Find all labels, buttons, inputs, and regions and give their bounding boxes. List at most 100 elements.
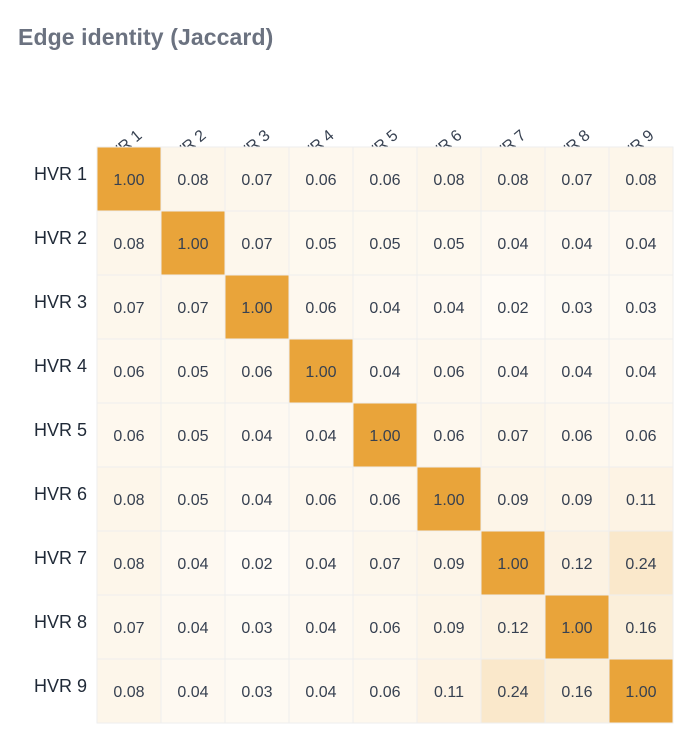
heatmap-cell <box>352 402 418 468</box>
cell-value-label: 0.04 <box>305 684 336 701</box>
heatmap-cell <box>416 594 482 660</box>
cell-value-label: 0.05 <box>177 364 208 381</box>
cell-value-label: 0.16 <box>561 684 592 701</box>
heatmap-cell <box>96 274 162 340</box>
cell-value-label: 1.00 <box>305 364 336 381</box>
heatmap-cell <box>224 402 290 468</box>
heatmap-cell <box>352 146 418 212</box>
cell-value-label: 0.07 <box>369 556 400 573</box>
cell-value-label: 0.24 <box>497 684 528 701</box>
cell-value-label: 0.08 <box>177 172 208 189</box>
heatmap-cell <box>480 658 546 724</box>
heatmap-cell <box>608 210 674 276</box>
heatmap-cell <box>96 530 162 596</box>
heatmap-cell <box>160 274 226 340</box>
cell-value-label: 1.00 <box>369 428 400 445</box>
heatmap-cell <box>544 338 610 404</box>
cell-value-label: 0.06 <box>433 364 464 381</box>
cell-value-label: 0.06 <box>305 172 336 189</box>
row-label: HVR 7 <box>34 548 87 568</box>
heatmap-cell <box>224 338 290 404</box>
cell-value-label: 0.16 <box>625 620 656 637</box>
heatmap-cell <box>288 210 354 276</box>
heatmap-cell <box>288 658 354 724</box>
heatmap-cell <box>544 466 610 532</box>
cell-value-label: 0.04 <box>241 428 272 445</box>
cell-value-label: 0.04 <box>561 364 592 381</box>
cell-value-label: 0.08 <box>113 684 144 701</box>
cell-value-label: 0.09 <box>433 556 464 573</box>
heatmap-cell <box>288 146 354 212</box>
cell-value-label: 0.07 <box>113 620 144 637</box>
heatmap-cell <box>288 594 354 660</box>
cell-value-label: 0.07 <box>241 172 272 189</box>
heatmap-cell <box>480 594 546 660</box>
heatmap-cell <box>608 146 674 212</box>
cell-value-label: 0.09 <box>561 492 592 509</box>
heatmap-cell <box>544 146 610 212</box>
cell-value-label: 0.06 <box>305 492 336 509</box>
cell-value-label: 0.04 <box>625 236 656 253</box>
heatmap-cell <box>224 146 290 212</box>
cell-value-label: 0.05 <box>433 236 464 253</box>
cell-value-label: 0.06 <box>113 364 144 381</box>
cell-value-label: 0.06 <box>369 684 400 701</box>
cell-value-label: 1.00 <box>433 492 464 509</box>
cell-value-label: 0.05 <box>369 236 400 253</box>
cell-value-label: 0.04 <box>305 620 336 637</box>
heatmap-cell <box>224 530 290 596</box>
cell-value-label: 0.06 <box>369 492 400 509</box>
heatmap-cell <box>608 402 674 468</box>
heatmap-cell <box>352 594 418 660</box>
cell-value-label: 0.03 <box>625 300 656 317</box>
cell-value-label: 0.06 <box>433 428 464 445</box>
row-label: HVR 3 <box>34 292 87 312</box>
cell-value-label: 0.24 <box>625 556 656 573</box>
cell-value-label: 0.04 <box>433 300 464 317</box>
heatmap-cell <box>96 594 162 660</box>
cell-value-label: 0.03 <box>241 684 272 701</box>
cell-value-label: 0.04 <box>625 364 656 381</box>
cell-value-label: 1.00 <box>177 236 208 253</box>
row-label: HVR 2 <box>34 228 87 248</box>
cell-value-label: 0.09 <box>433 620 464 637</box>
heatmap-cell <box>480 210 546 276</box>
cell-value-label: 0.04 <box>177 620 208 637</box>
heatmap-cell <box>608 594 674 660</box>
heatmap-cell <box>224 658 290 724</box>
cell-value-label: 0.08 <box>497 172 528 189</box>
row-label: HVR 1 <box>34 164 87 184</box>
cell-value-label: 0.07 <box>113 300 144 317</box>
cell-value-label: 0.03 <box>241 620 272 637</box>
heatmap-cell <box>352 210 418 276</box>
heatmap-cell <box>416 146 482 212</box>
heatmap-cell <box>608 274 674 340</box>
cell-value-label: 0.02 <box>497 300 528 317</box>
heatmap-cell <box>608 530 674 596</box>
row-label: HVR 6 <box>34 484 87 504</box>
row-label: HVR 8 <box>34 612 87 632</box>
cell-value-label: 1.00 <box>113 172 144 189</box>
heatmap-cell <box>480 274 546 340</box>
heatmap-cell <box>160 530 226 596</box>
cell-value-label: 0.06 <box>561 428 592 445</box>
heatmap-cell <box>416 466 482 532</box>
cell-value-label: 0.08 <box>113 556 144 573</box>
heatmap-cell <box>480 402 546 468</box>
cell-value-label: 0.07 <box>561 172 592 189</box>
row-label: HVR 9 <box>34 676 87 696</box>
cell-value-label: 0.04 <box>561 236 592 253</box>
heatmap-cell <box>96 338 162 404</box>
heatmap-cell <box>224 210 290 276</box>
cell-value-label: 0.03 <box>561 300 592 317</box>
cell-value-label: 0.04 <box>177 556 208 573</box>
heatmap-cell <box>96 402 162 468</box>
heatmap-cell <box>224 466 290 532</box>
cell-value-label: 1.00 <box>241 300 272 317</box>
cell-value-label: 0.06 <box>305 300 336 317</box>
cell-value-label: 0.07 <box>177 300 208 317</box>
cell-value-label: 0.02 <box>241 556 272 573</box>
heatmap-cells: 1.00 0.08 0.07 0.06 0.06 0.08 0.08 0.07 0.08 0.08… <box>96 146 674 724</box>
